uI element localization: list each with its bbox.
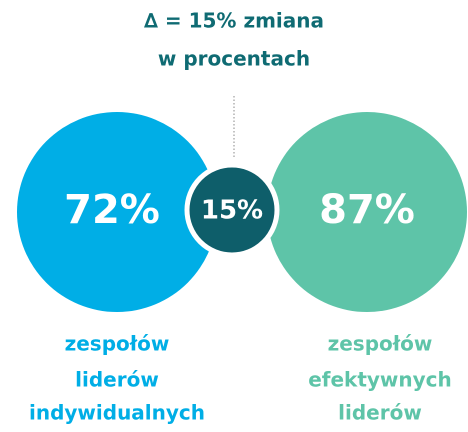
header-line: ∆ = 15% zmiana: [144, 9, 324, 33]
left-caption: liderów: [75, 368, 159, 392]
middle-value: 15%: [201, 196, 263, 226]
left-caption: zespołów: [65, 332, 170, 356]
left-value: 72%: [64, 187, 160, 233]
right-value: 87%: [319, 187, 415, 233]
right-caption: efektywnych: [308, 368, 452, 392]
left-circle: [17, 112, 217, 312]
right-circle: [267, 112, 467, 312]
left-caption: indywidualnych: [29, 401, 205, 425]
right-caption: liderów: [338, 401, 422, 425]
middle-circle: [184, 162, 280, 258]
right-caption: zespołów: [328, 332, 433, 356]
header-line: w procentach: [158, 47, 310, 71]
